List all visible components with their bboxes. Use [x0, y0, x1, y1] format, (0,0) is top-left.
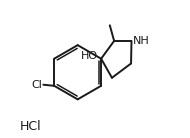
Text: HO: HO [81, 51, 98, 61]
Text: HCl: HCl [20, 120, 42, 133]
Text: Cl: Cl [31, 80, 42, 90]
Text: NH: NH [133, 36, 150, 46]
